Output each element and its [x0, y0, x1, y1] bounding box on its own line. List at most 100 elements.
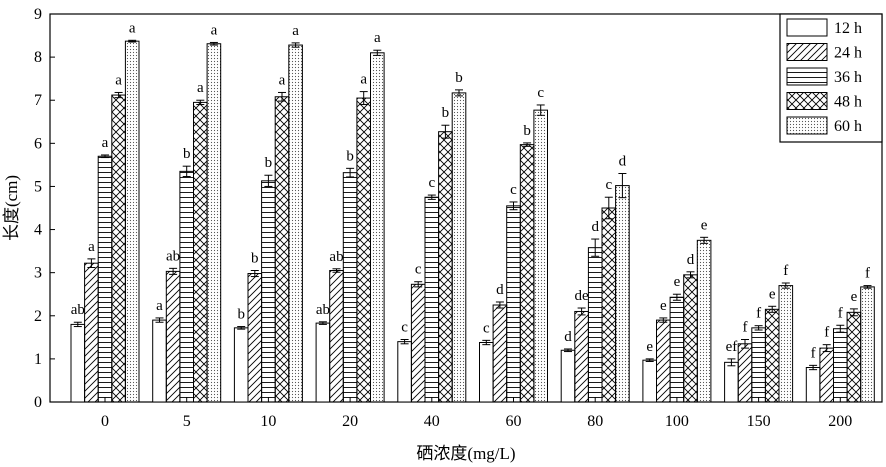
x-tick-label: 10	[260, 413, 276, 430]
bar-60h-5	[206, 43, 222, 403]
y-tick-label: 7	[34, 92, 42, 109]
significance-label: c	[605, 177, 612, 193]
error-bar-group	[73, 39, 872, 371]
significance-label: a	[129, 20, 136, 36]
significance-label: a	[279, 72, 286, 88]
bar-12h-100	[642, 359, 658, 403]
significance-label: d	[619, 154, 627, 170]
significance-label: a	[156, 298, 163, 314]
bar-48h-80	[601, 207, 617, 403]
significance-label: e	[674, 274, 681, 290]
significance-label: f	[838, 305, 843, 321]
significance-label: a	[374, 30, 381, 46]
bar-48h-150	[764, 308, 780, 403]
legend: 12 h 24 h 36 h 48 h 60 h	[779, 13, 883, 143]
y-tick-label: 1	[34, 351, 42, 368]
bar-60h-200	[860, 286, 875, 403]
x-tick-label: 5	[183, 413, 191, 430]
significance-label: f	[824, 325, 829, 341]
bar-36h-60	[506, 205, 521, 403]
significance-label: e	[660, 298, 667, 314]
significance-label: d	[687, 252, 695, 268]
y-tick-label: 6	[34, 135, 42, 152]
y-tick-label: 2	[34, 308, 42, 325]
bar-12h-20	[315, 322, 331, 403]
bar-60h-40	[451, 92, 467, 403]
significance-label: b	[183, 146, 191, 162]
y-axis-title: 长度(cm)	[2, 175, 21, 241]
significance-label: b	[346, 148, 354, 164]
x-tick-label: 20	[342, 413, 358, 430]
significance-label: a	[88, 239, 95, 255]
bar-24h-200	[819, 347, 835, 403]
significance-label: ef	[726, 339, 738, 355]
bar-36h-80	[587, 247, 603, 403]
significance-label: a	[197, 80, 204, 96]
significance-label: f	[756, 306, 761, 322]
bar-12h-5	[152, 319, 167, 403]
significance-label: c	[401, 319, 408, 335]
bar-24h-20	[329, 270, 344, 403]
bar-60h-100	[696, 239, 712, 403]
bar-48h-100	[683, 274, 698, 403]
significance-label-group: abaaaaaabbaabbbaaababbaacccbbcdcbcddedcd…	[71, 20, 870, 361]
y-tick-label: 8	[34, 49, 42, 66]
significance-label: b	[523, 123, 531, 139]
significance-label: b	[237, 307, 245, 323]
legend-label: 24 h	[834, 45, 862, 62]
bar-36h-150	[751, 327, 766, 403]
y-tick-label: 0	[34, 394, 42, 411]
bar-36h-40	[424, 196, 440, 403]
bar-60h-0	[124, 40, 140, 403]
y-tick-label: 4	[34, 222, 42, 239]
bar-36h-100	[669, 296, 685, 403]
bar-36h-5	[179, 170, 194, 403]
bar-12h-0	[70, 323, 86, 403]
significance-label: a	[115, 72, 122, 88]
significance-label: e	[701, 217, 708, 233]
bar-24h-150	[737, 343, 753, 403]
x-axis-title: 硒浓度(mg/L)	[416, 444, 515, 463]
significance-label: f	[783, 263, 788, 279]
significance-label: b	[251, 251, 259, 267]
bar-24h-80	[574, 310, 589, 403]
significance-label: e	[851, 289, 858, 305]
bar-48h-200	[846, 311, 862, 403]
significance-label: d	[496, 282, 504, 298]
bar-24h-5	[165, 270, 181, 403]
significance-label: d	[564, 329, 572, 345]
significance-label: e	[646, 339, 653, 355]
significance-label: c	[510, 182, 517, 198]
bar-48h-40	[438, 131, 453, 403]
significance-label: c	[537, 85, 544, 101]
bar-12h-10	[233, 327, 249, 403]
y-tick-label: 9	[34, 6, 42, 23]
bar-36h-200	[833, 328, 848, 403]
significance-label: a	[102, 135, 109, 151]
bar-36h-20	[342, 172, 358, 403]
bar-24h-0	[84, 262, 99, 403]
bar-12h-60	[479, 342, 494, 403]
bar-48h-60	[519, 144, 535, 403]
bar-24h-100	[656, 319, 671, 403]
legend-label: 60 h	[834, 118, 862, 135]
bar-36h-10	[261, 180, 276, 403]
legend-swatch	[786, 18, 828, 37]
significance-label: ab	[316, 302, 330, 318]
bar-60h-20	[370, 52, 385, 403]
bar-36h-0	[97, 155, 113, 403]
significance-label: a	[292, 23, 299, 39]
x-tick-label: 0	[101, 413, 109, 430]
legend-swatch	[786, 43, 828, 61]
significance-label: b	[442, 105, 450, 121]
y-axis: 0 1 2 3 4 5 6 7 8 9	[34, 6, 55, 411]
bar-60h-60	[533, 109, 549, 403]
y-tick-label: 3	[34, 265, 42, 282]
x-tick-label: 80	[587, 413, 603, 430]
x-tick-label: 150	[747, 413, 771, 430]
legend-swatch	[786, 67, 828, 86]
significance-label: a	[360, 72, 367, 88]
bar-48h-20	[356, 97, 371, 403]
bar-60h-10	[288, 44, 303, 403]
